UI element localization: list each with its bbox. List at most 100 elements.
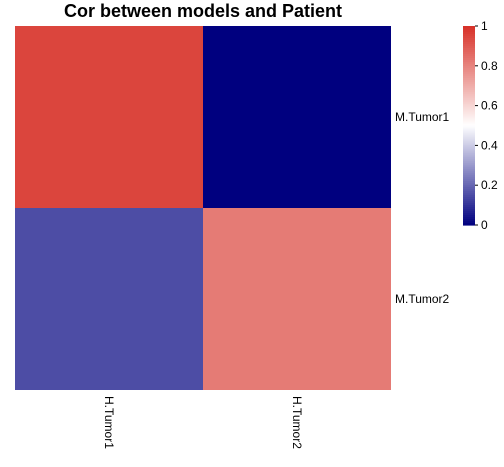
colorbar-segment [463, 135, 475, 139]
colorbar-segment [463, 171, 475, 174]
chart-title: Cor between models and Patient [64, 1, 342, 21]
colorbar-segment [463, 111, 475, 115]
colorbar-segment [463, 199, 475, 202]
colorbar-segment [463, 193, 475, 196]
colorbar-tick-label: 1 [481, 19, 488, 33]
colorbar-segment [463, 107, 475, 111]
colorbar-segment [463, 103, 475, 107]
colorbar-segment [463, 179, 475, 182]
colorbar-segment [463, 49, 475, 53]
colorbar-segment [463, 219, 475, 222]
colorbar-segment [463, 27, 475, 31]
colorbar-segment [463, 151, 475, 154]
colorbar-segment [463, 35, 475, 39]
colorbar-segment [463, 83, 475, 87]
row-labels: M.Tumor1 M.Tumor2 [395, 110, 450, 306]
colorbar-segment [463, 187, 475, 190]
colorbar-segment [463, 123, 475, 127]
colorbar-segment [463, 85, 475, 89]
colorbar-segment [463, 129, 475, 133]
colorbar-segment [463, 69, 475, 73]
colorbar-segment [463, 143, 475, 146]
colorbar-segment [463, 77, 475, 81]
colorbar-segment [463, 141, 475, 145]
colorbar-segment [463, 195, 475, 198]
colorbar-segment [463, 149, 475, 152]
colorbar-tick-label: 0.2 [481, 178, 498, 192]
colorbar-segment [463, 185, 475, 188]
colorbar-segment [463, 213, 475, 216]
colorbar-tick-label: 0.8 [481, 59, 498, 73]
colorbar-segment [463, 79, 475, 83]
colorbar-segment [463, 191, 475, 194]
colorbar-segment [463, 71, 475, 75]
row-label: M.Tumor1 [395, 110, 450, 124]
colorbar-segment [463, 155, 475, 158]
colorbar-segment [463, 67, 475, 71]
colorbar-segment [463, 81, 475, 85]
colorbar-segment [463, 31, 475, 35]
colorbar-segment [463, 75, 475, 79]
colorbar-segment [463, 131, 475, 135]
colorbar-segment [463, 26, 475, 29]
colorbar-segment [463, 39, 475, 43]
colorbar-tick-label: 0.6 [481, 99, 498, 113]
colorbar-segment [463, 99, 475, 103]
heatmap-cell-M.Tumor1-H.Tumor1 [15, 26, 203, 208]
colorbar-segment [463, 73, 475, 77]
colorbar-segment [463, 121, 475, 125]
colorbar-segment [463, 65, 475, 69]
colorbar-segment [463, 43, 475, 47]
column-label: H.Tumor2 [290, 396, 304, 449]
colorbar-segment [463, 173, 475, 176]
colorbar-segment [463, 33, 475, 37]
heatmap-cell-M.Tumor2-H.Tumor1 [15, 208, 203, 390]
colorbar-segment [463, 189, 475, 192]
colorbar-segment [463, 93, 475, 97]
colorbar-segment [463, 157, 475, 160]
heatmap-cell-M.Tumor1-H.Tumor2 [203, 26, 391, 208]
heatmap-cells [15, 26, 391, 390]
colorbar-segment [463, 63, 475, 67]
colorbar-segment [463, 203, 475, 206]
colorbar-segment [463, 117, 475, 121]
colorbar-segment [463, 125, 475, 129]
colorbar-segment [463, 223, 475, 226]
colorbar-legend: 0 0.2 0.4 0.6 0.8 1 [463, 19, 498, 232]
colorbar-segment [463, 45, 475, 49]
colorbar-segment [463, 207, 475, 210]
colorbar-segment [463, 211, 475, 214]
colorbar-segment [463, 59, 475, 63]
colorbar-segment [463, 205, 475, 208]
colorbar-segment [463, 197, 475, 200]
colorbar-segment [463, 177, 475, 180]
colorbar-segment [463, 37, 475, 41]
colorbar-segment [463, 29, 475, 33]
colorbar-segment [463, 147, 475, 150]
colorbar-segment [463, 175, 475, 178]
column-labels: H.Tumor1 H.Tumor2 [102, 396, 304, 449]
colorbar-segment [463, 221, 475, 224]
colorbar-segment [463, 95, 475, 99]
colorbar-segment [463, 165, 475, 168]
colorbar-segment [463, 105, 475, 109]
colorbar-segment [463, 183, 475, 186]
colorbar-segment [463, 161, 475, 164]
colorbar-segment [463, 153, 475, 156]
colorbar-segment [463, 163, 475, 166]
colorbar-segment [463, 51, 475, 55]
colorbar-segment [463, 119, 475, 123]
colorbar-tick-label: 0 [481, 218, 488, 232]
colorbar-segment [463, 109, 475, 113]
colorbar-segment [463, 139, 475, 143]
colorbar-segment [463, 91, 475, 95]
colorbar-segment [463, 115, 475, 119]
colorbar-segment [463, 127, 475, 131]
colorbar-segment [463, 209, 475, 212]
colorbar-segment [463, 113, 475, 117]
column-label: H.Tumor1 [102, 396, 116, 449]
colorbar-segment [463, 53, 475, 57]
colorbar-segment [463, 55, 475, 59]
colorbar-segment [463, 137, 475, 141]
